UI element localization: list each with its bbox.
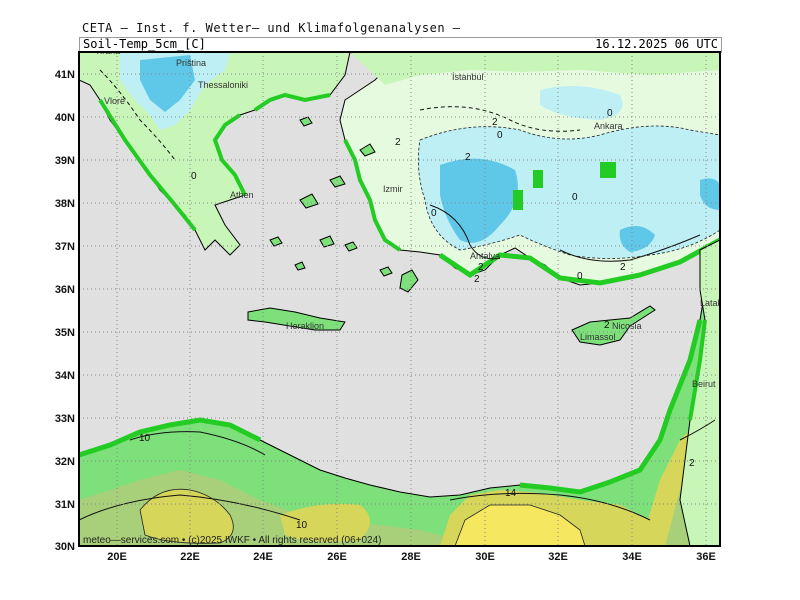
balkans-land [79,52,351,256]
contour-label: 0 [431,208,437,219]
lat-label: 41N [55,69,75,81]
city-label: Athen [230,190,254,200]
cyprus [571,305,656,346]
crete [247,307,346,331]
lon-label: 32E [548,551,568,563]
contour-label: 0 [497,130,503,141]
islands [247,116,656,346]
city-label: Latakia [700,298,729,308]
lat-label: 32N [55,456,75,468]
anatolia-land [339,52,720,286]
map-frame [78,51,721,547]
city-label: Tirana [95,46,120,56]
contour-label: 2 [465,152,471,163]
contour-label: 2 [478,262,484,273]
contour-label: 2 [395,137,401,148]
lat-label: 39N [55,155,75,167]
city-label: Heraklion [286,321,324,331]
city-label: İstanbul [452,72,484,82]
contour-label: 10 [139,433,151,444]
city-label: Nicosia [612,321,642,331]
lat-label: 34N [55,370,75,382]
city-label: Priština [176,58,206,68]
city-labels: Tirana Priština Thessaloniki Vlorë Athen… [95,46,729,389]
map-title: CETA — Inst. f. Wetter— und Klimafolgena… [82,21,461,35]
contour-label: 0 [607,108,613,119]
city-label: Antalya [470,251,500,261]
lon-label: 26E [327,551,347,563]
contour-label: 2 [689,458,695,469]
city-label: Limassol [580,332,616,342]
longitude-labels: 20E 22E 24E 26E 28E 30E 32E 34E 36E [107,551,716,563]
contour-label: 10 [296,520,308,531]
contour-label: 14 [505,488,517,499]
city-label: Ankara [594,121,623,131]
lon-label: 36E [696,551,716,563]
lon-label: 20E [107,551,127,563]
city-label: Izmir [383,184,403,194]
contour-label: 2 [620,262,626,273]
contour-label: 2 [474,274,480,285]
parameter-label: Soil-Temp_5cm_[C] [83,37,206,51]
lat-label: 36N [55,284,75,296]
lat-label: 40N [55,112,75,124]
lat-label: 31N [55,499,75,511]
city-label: Vlorë [104,96,125,106]
lon-label: 34E [622,551,642,563]
lon-label: 22E [180,551,200,563]
contour-label: 0 [577,271,583,282]
lat-label: 35N [55,327,75,339]
contour-label: 2 [604,320,610,331]
city-label: Beirut [692,379,716,389]
lat-label: 37N [55,241,75,253]
lon-label: 30E [475,551,495,563]
lat-label: 33N [55,413,75,425]
contour-label: 2 [492,117,498,128]
graticule [79,52,720,546]
levant-land [679,239,720,546]
contour-labels: 0 2 0 2 0 0 2 0 2 0 2 2 10 14 10 2 2 [139,108,695,531]
latitude-labels: 41N 40N 39N 38N 37N 36N 35N 34N 33N 32N … [55,69,75,553]
contour-label: 0 [572,192,578,203]
lon-label: 24E [253,551,273,563]
valid-time: 16.12.2025 06 UTC [595,37,718,51]
lon-label: 28E [401,551,421,563]
credit-line: meteo—services.com • (c)2025 IWKF • All … [83,535,382,546]
rhodes [399,269,419,293]
lat-label: 38N [55,198,75,210]
city-label: Thessaloniki [198,80,248,90]
contour-label: 0 [191,171,197,182]
isotherm-lines [79,69,716,521]
lat-label: 30N [55,541,75,553]
